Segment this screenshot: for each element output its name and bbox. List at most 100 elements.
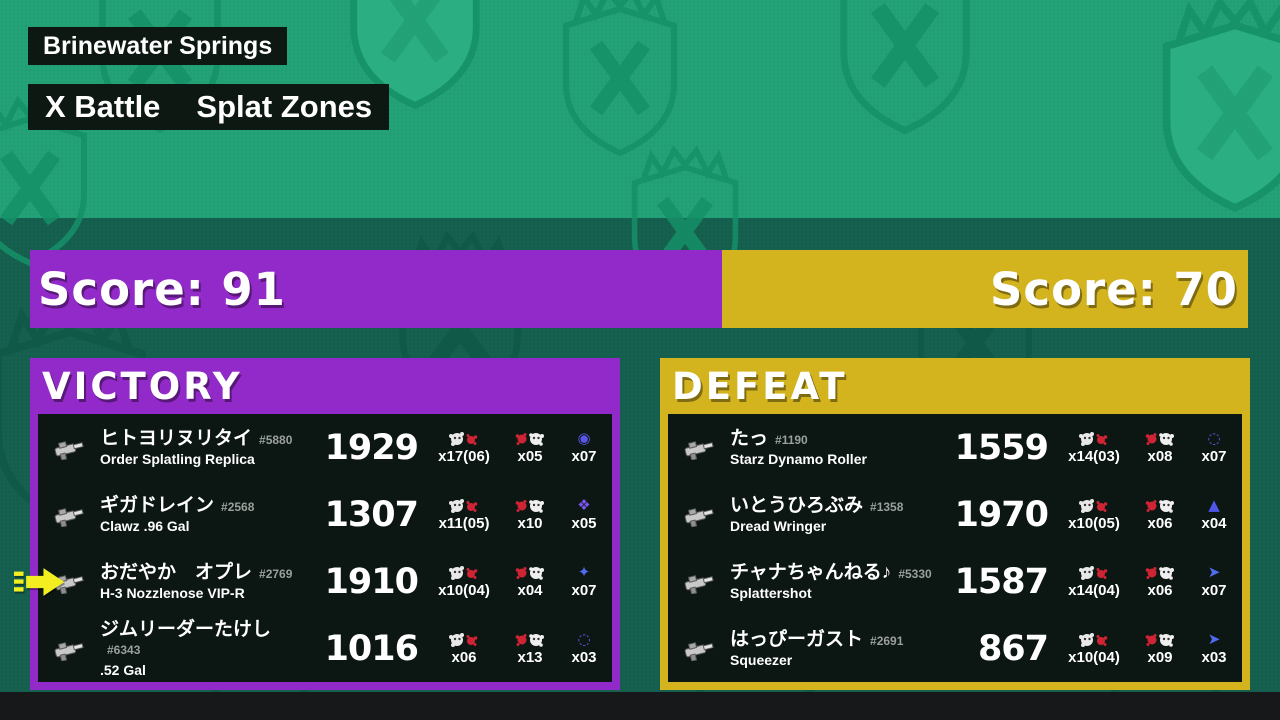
- weapon-name: .52 Gal: [100, 661, 146, 678]
- player-tag: #5330: [898, 566, 932, 581]
- player-name: ヒトヨリヌリタイ: [100, 427, 253, 449]
- deaths-count: x06: [1147, 581, 1173, 599]
- player-row: ジムリーダーたけし #6343 .52 Gal 1016 x06: [38, 615, 612, 682]
- splats-count: x10(04): [438, 581, 490, 599]
- splats-count: x10(04): [1068, 648, 1120, 666]
- specials-count: x04: [1201, 514, 1227, 532]
- splats-stat: x14(04): [1054, 565, 1134, 599]
- specials-count: x07: [571, 581, 597, 599]
- weapon-name: Order Splatling Replica: [100, 451, 255, 468]
- splats-count: x14(04): [1068, 581, 1120, 599]
- deaths-count: x06: [1147, 514, 1173, 532]
- splats-count: x06: [451, 648, 477, 666]
- splats-icon: [449, 431, 478, 446]
- special-icon: ✦: [577, 562, 591, 581]
- special-icon: ◌: [1207, 428, 1221, 447]
- player-info: たっ #1190 Starz Dynamo Roller: [730, 428, 940, 468]
- player-row: ヒトヨリヌリタイ #5880 Order Splatling Replica 19…: [38, 414, 612, 481]
- specials-count: x07: [1201, 447, 1227, 465]
- score-bar-loser: Score: 70: [722, 250, 1248, 328]
- weapon-icon: [684, 574, 714, 594]
- weapon-icon: [54, 641, 84, 661]
- victory-panel: VICTORY ヒトヨリヌリタイ #5880: [14, 358, 620, 690]
- player-tag: #2568: [221, 499, 255, 514]
- specials-count: x03: [571, 648, 597, 666]
- weapon-cell: [668, 570, 730, 594]
- defeat-player-list: たっ #1190 Starz Dynamo Roller 1559 x14(03): [668, 414, 1242, 682]
- player-info: ジムリーダーたけし #6343 .52 Gal: [100, 619, 310, 677]
- player-tag: #2691: [870, 633, 904, 648]
- points-turfed: 867: [977, 628, 1049, 669]
- deaths-stat: x10: [504, 498, 556, 532]
- special-icon: ◌: [577, 629, 591, 648]
- points-turfed: 1587: [954, 561, 1049, 602]
- player-info: チャナちゃんねる♪ #5330 Splattershot: [730, 562, 940, 602]
- splats-stat: x11(05): [424, 498, 504, 532]
- splats-icon: [449, 498, 478, 513]
- points-turfed: 1307: [324, 494, 419, 535]
- splats-count: x10(05): [1068, 514, 1120, 532]
- splats-icon: [1079, 431, 1108, 446]
- specials-stat: ▲ x04: [1186, 495, 1242, 532]
- specials-stat: ➤ x07: [1186, 562, 1242, 599]
- splats-icon: [1079, 632, 1108, 647]
- weapon-name: Starz Dynamo Roller: [730, 451, 867, 468]
- points-turfed: 1929: [324, 427, 419, 468]
- weapon-icon: [684, 440, 714, 460]
- splats-icon: [449, 565, 478, 580]
- player-tag: #1358: [870, 499, 904, 514]
- weapon-icon: [684, 507, 714, 527]
- player-name: ギガドレイン: [100, 494, 215, 516]
- weapon-name: Dread Wringer: [730, 518, 827, 535]
- splats-count: x17(06): [438, 447, 490, 465]
- player-info: いとうひろぶみ #1358 Dread Wringer: [730, 495, 940, 535]
- splats-stat: x17(06): [424, 431, 504, 465]
- special-icon: ➤: [1207, 629, 1221, 648]
- player-tag: #1190: [775, 432, 808, 447]
- victory-player-list: ヒトヨリヌリタイ #5880 Order Splatling Replica 19…: [14, 414, 612, 682]
- stage-name: Brinewater Springs: [43, 31, 273, 60]
- deaths-stat: x04: [504, 565, 556, 599]
- weapon-name: Squeezer: [730, 652, 793, 669]
- deaths-stat: x06: [1134, 565, 1186, 599]
- weapon-name: Splattershot: [730, 585, 812, 602]
- points-turfed: 1559: [954, 427, 1049, 468]
- mode-label: X Battle Splat Zones: [28, 84, 390, 130]
- deaths-icon: [1145, 432, 1174, 446]
- player-info: ヒトヨリヌリタイ #5880 Order Splatling Replica: [100, 428, 310, 468]
- player-row: はっぴーガスト #2691 Squeezer 867 x10(04): [668, 615, 1242, 682]
- specials-stat: ➤ x03: [1186, 629, 1242, 666]
- score-bar-winner: Score: 91: [30, 250, 722, 328]
- points-turfed: 1910: [324, 561, 419, 602]
- specials-stat: ◌ x03: [556, 629, 612, 666]
- specials-stat: ◌ x07: [1186, 428, 1242, 465]
- rule-name: Splat Zones: [196, 89, 373, 124]
- deaths-icon: [1145, 633, 1174, 647]
- special-icon: ▲: [1208, 495, 1220, 514]
- stage-name-label: Brinewater Springs: [28, 27, 288, 65]
- player-row: いとうひろぶみ #1358 Dread Wringer 1970 x10(05): [668, 481, 1242, 548]
- deaths-stat: x06: [1134, 498, 1186, 532]
- points-turfed: 1016: [324, 628, 419, 669]
- deaths-icon: [515, 633, 544, 647]
- specials-count: x07: [571, 447, 597, 465]
- special-icon: ➤: [1207, 562, 1221, 581]
- player-name: はっぴーガスト: [730, 628, 864, 650]
- player-tag: #6343: [107, 643, 141, 658]
- deaths-stat: x05: [504, 431, 556, 465]
- score-bar: Score: 91 Score: 70: [30, 250, 1248, 328]
- deaths-icon: [515, 499, 544, 513]
- deaths-count: x13: [517, 648, 543, 666]
- deaths-stat: x09: [1134, 632, 1186, 666]
- player-info: ギガドレイン #2568 Clawz .96 Gal: [100, 495, 310, 535]
- victory-header: VICTORY: [42, 364, 243, 408]
- player-row: たっ #1190 Starz Dynamo Roller 1559 x14(03): [668, 414, 1242, 481]
- specials-stat: ◉ x07: [556, 428, 612, 465]
- player-row: チャナちゃんねる♪ #5330 Splattershot 1587 x14(04): [668, 548, 1242, 615]
- points-turfed: 1970: [954, 494, 1049, 535]
- special-icon: ◉: [577, 428, 591, 447]
- weapon-name: Clawz .96 Gal: [100, 518, 190, 535]
- player-name: ジムリーダーたけし: [100, 619, 272, 641]
- weapon-icon: [54, 440, 84, 460]
- deaths-stat: x08: [1134, 431, 1186, 465]
